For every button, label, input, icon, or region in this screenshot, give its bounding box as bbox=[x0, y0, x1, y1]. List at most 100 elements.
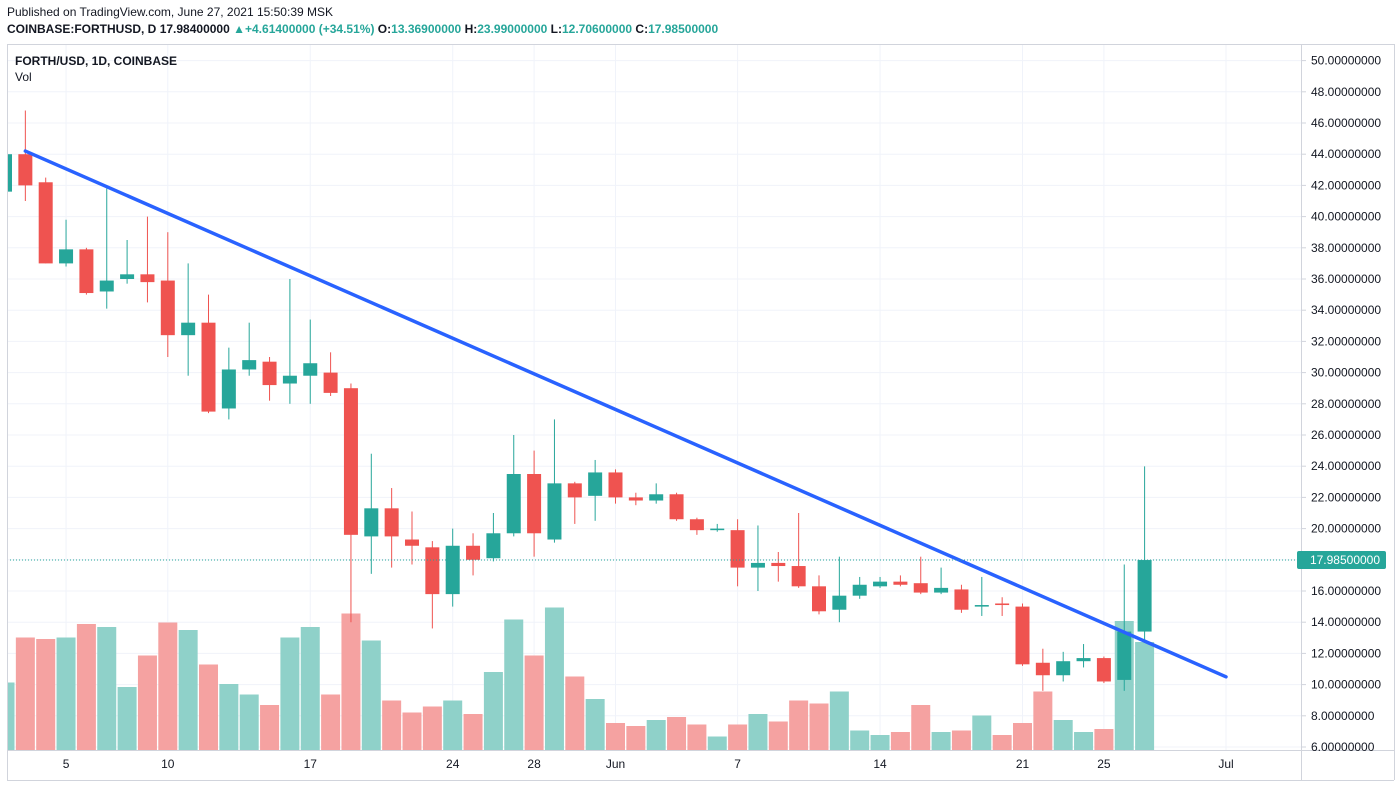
candle-body bbox=[995, 603, 1010, 606]
last-price: 17.98400000 bbox=[159, 22, 230, 36]
time-tick-label: 10 bbox=[161, 757, 175, 771]
candle-body bbox=[730, 530, 745, 568]
candle bbox=[1076, 644, 1091, 668]
candle-body bbox=[669, 494, 684, 520]
price-tick-label: 40.00000000 bbox=[1311, 210, 1381, 224]
change-arrow-icon: ▲ bbox=[233, 22, 245, 36]
price-tick-label: 30.00000000 bbox=[1311, 366, 1381, 380]
time-tick-label: 25 bbox=[1097, 757, 1111, 771]
candle-body bbox=[934, 587, 949, 593]
price-tick-label: 36.00000000 bbox=[1311, 272, 1381, 286]
high-label: H: bbox=[464, 22, 478, 36]
time-tick-label: Jun bbox=[606, 757, 625, 771]
candle-body bbox=[547, 483, 562, 540]
volume-bar bbox=[565, 676, 585, 750]
candle bbox=[140, 216, 155, 303]
candle-body bbox=[38, 182, 53, 264]
candle bbox=[893, 575, 908, 587]
volume-bar bbox=[7, 682, 15, 750]
high-value: 23.99000000 bbox=[477, 22, 548, 36]
candle-body bbox=[588, 472, 603, 496]
candle bbox=[18, 110, 33, 201]
legend-title: FORTH/USD, 1D, COINBASE bbox=[15, 54, 178, 68]
price-tick-label: 50.00000000 bbox=[1311, 54, 1381, 68]
candle-body bbox=[1015, 606, 1030, 665]
time-tick-label: 5 bbox=[63, 757, 70, 771]
candle bbox=[445, 528, 460, 607]
candle bbox=[791, 513, 806, 588]
candle bbox=[588, 459, 603, 521]
candle-body bbox=[160, 280, 175, 336]
candle-body bbox=[364, 508, 379, 537]
candle bbox=[7, 154, 12, 192]
candle-body bbox=[242, 360, 257, 370]
candle bbox=[242, 322, 257, 376]
candle bbox=[201, 294, 216, 414]
candle bbox=[405, 511, 419, 565]
candle-body bbox=[771, 562, 786, 567]
candle-body bbox=[974, 605, 989, 607]
volume-bar bbox=[870, 735, 890, 750]
volume-bar bbox=[117, 687, 137, 750]
volume-bar bbox=[199, 664, 218, 750]
volume-bar bbox=[280, 637, 300, 750]
candle-body bbox=[466, 545, 481, 560]
volume-bar bbox=[931, 732, 951, 750]
candle bbox=[160, 232, 175, 357]
volume-bar bbox=[951, 730, 971, 750]
candle bbox=[649, 483, 664, 504]
volume-bar bbox=[260, 705, 280, 750]
price-tick-label: 24.00000000 bbox=[1311, 459, 1381, 473]
volume-bar bbox=[728, 724, 748, 750]
candle bbox=[262, 357, 277, 401]
candle bbox=[221, 347, 236, 420]
volume-bar bbox=[97, 627, 117, 750]
volume-bar bbox=[1033, 691, 1053, 750]
volume-bar bbox=[626, 726, 646, 750]
trendline bbox=[23, 149, 1228, 679]
candle bbox=[1117, 564, 1132, 691]
candle-body bbox=[486, 533, 501, 559]
volume-bar bbox=[890, 732, 910, 750]
candle-body bbox=[832, 595, 847, 610]
candle bbox=[1035, 648, 1050, 691]
volume-bar bbox=[463, 714, 483, 750]
price-tick-label: 34.00000000 bbox=[1311, 303, 1381, 317]
price-tick-label: 44.00000000 bbox=[1311, 147, 1381, 161]
candle-body bbox=[649, 494, 664, 501]
price-tick-label: 12.00000000 bbox=[1311, 646, 1381, 660]
candle bbox=[547, 419, 562, 543]
candle bbox=[710, 523, 725, 532]
change-value: +4.61400000 (+34.51%) bbox=[245, 22, 375, 36]
candle bbox=[120, 240, 135, 284]
volume-bar bbox=[911, 705, 931, 750]
price-tick-label: 46.00000000 bbox=[1311, 116, 1381, 130]
price-tick-label: 22.00000000 bbox=[1311, 490, 1381, 504]
candle-body bbox=[262, 361, 277, 386]
candle-body bbox=[7, 154, 12, 192]
candle bbox=[812, 575, 826, 615]
candle bbox=[669, 492, 684, 521]
candle-body bbox=[445, 545, 460, 595]
ohlc-header: COINBASE:FORTHUSD, D 17.98400000 ▲+4.614… bbox=[7, 22, 718, 36]
candle bbox=[995, 597, 1010, 616]
volume-bar bbox=[524, 655, 544, 750]
candle bbox=[59, 219, 74, 267]
volume-bar bbox=[300, 627, 320, 750]
candle bbox=[567, 481, 582, 524]
candle bbox=[689, 517, 704, 535]
volume-bar bbox=[15, 637, 35, 750]
grid-lines bbox=[7, 44, 1301, 750]
volume-bar bbox=[992, 735, 1012, 750]
volume-bar bbox=[809, 703, 829, 750]
candle bbox=[425, 541, 440, 629]
candle-body bbox=[628, 497, 643, 501]
price-tick-label: 8.00000000 bbox=[1311, 709, 1375, 723]
volume-bar bbox=[748, 714, 768, 750]
candle bbox=[1056, 651, 1071, 682]
price-tick-label: 14.00000000 bbox=[1311, 615, 1381, 629]
close-value: 17.98500000 bbox=[648, 22, 719, 36]
candle-series bbox=[7, 110, 1152, 691]
time-tick-label: Jul bbox=[1218, 757, 1233, 771]
